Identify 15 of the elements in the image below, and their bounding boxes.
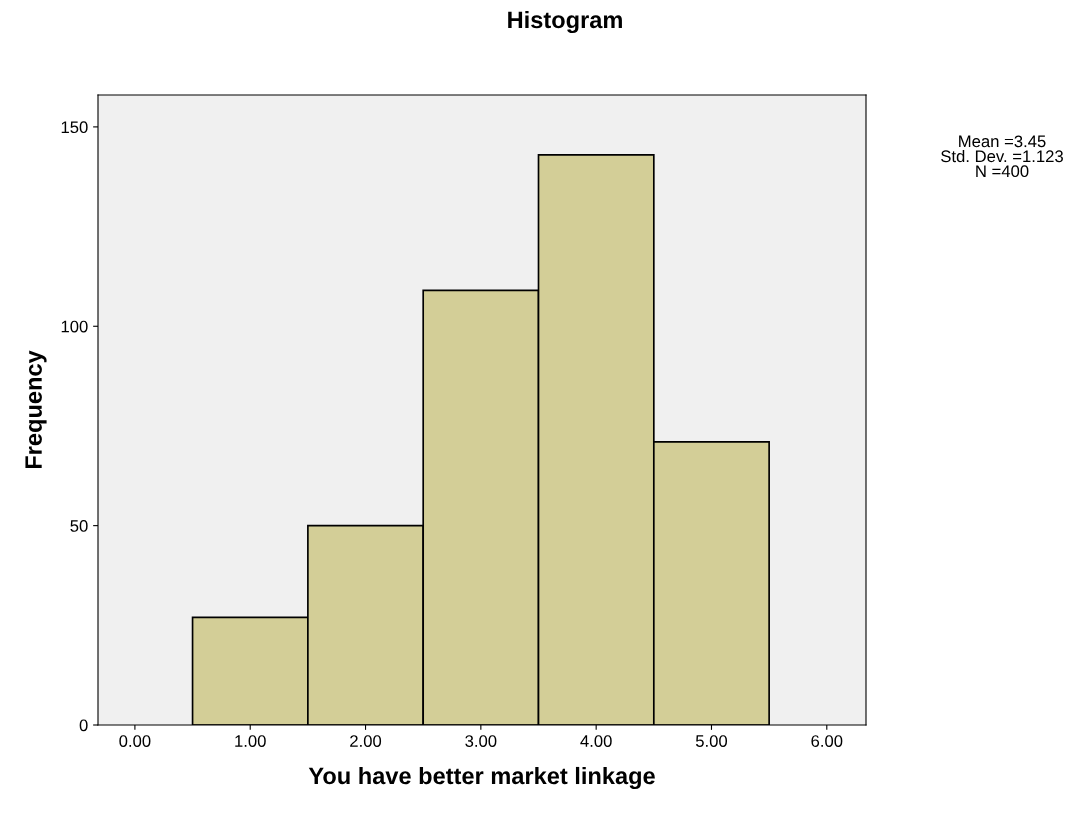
x-tick-label: 3.00 (465, 735, 497, 747)
y-tick-label: 100 (61, 320, 88, 333)
x-tick-label: 2.00 (350, 735, 382, 747)
y-axis-title: Frequency (25, 350, 47, 469)
x-tick-label: 1.00 (235, 735, 266, 747)
y-tick-label: 150 (61, 121, 88, 134)
chart-title: Histogram (508, 10, 622, 34)
x-tick-label: 0.00 (119, 735, 151, 747)
y-tick-label: 0 (79, 719, 88, 732)
x-tick-label: 5.00 (695, 735, 728, 747)
x-tick-label: 4.00 (580, 735, 612, 747)
y-tick-label: 50 (70, 520, 88, 532)
x-axis-title: You have better market linkage (308, 766, 655, 790)
x-tick-label: 6.00 (811, 735, 843, 747)
text: Mean =3.45 Std. Dev. =1.123 N =400 (941, 135, 1063, 178)
